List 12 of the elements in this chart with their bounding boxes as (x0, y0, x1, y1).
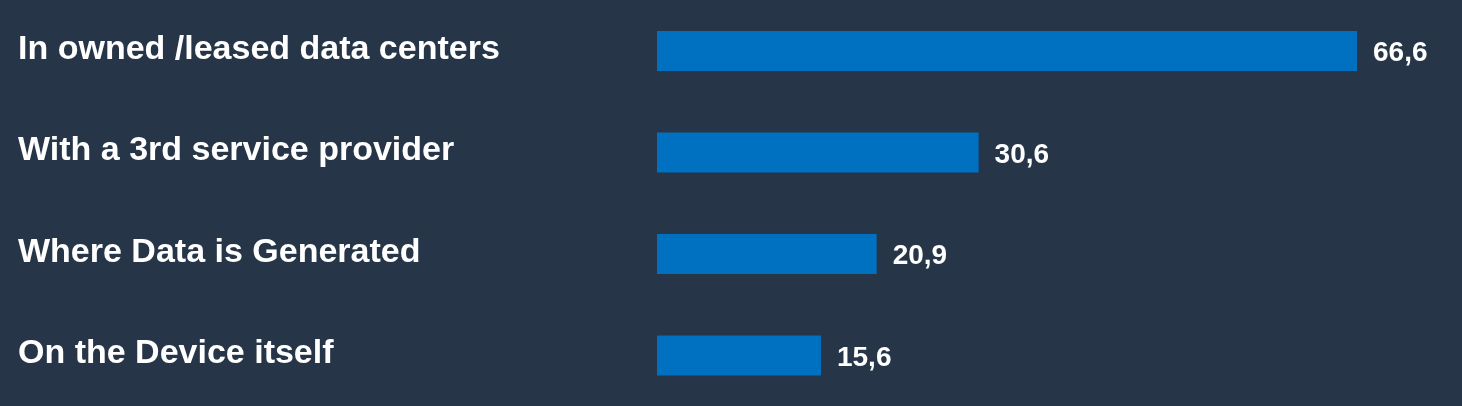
bar (657, 234, 877, 274)
data-label: 66,6 (1373, 36, 1428, 67)
y-tick-label: Where Data is Generated (18, 230, 421, 269)
bar (657, 335, 821, 376)
data-label: 30,6 (994, 137, 1050, 169)
bar (657, 132, 979, 173)
data-label: 20,9 (892, 239, 948, 270)
y-tick-label: In owned /leased data centers (18, 27, 500, 66)
bar (657, 31, 1357, 71)
y-tick-label: On the Device itself (18, 332, 335, 371)
y-tick-label: With a 3rd service provider (18, 129, 455, 168)
data-label: 15,6 (836, 340, 892, 372)
